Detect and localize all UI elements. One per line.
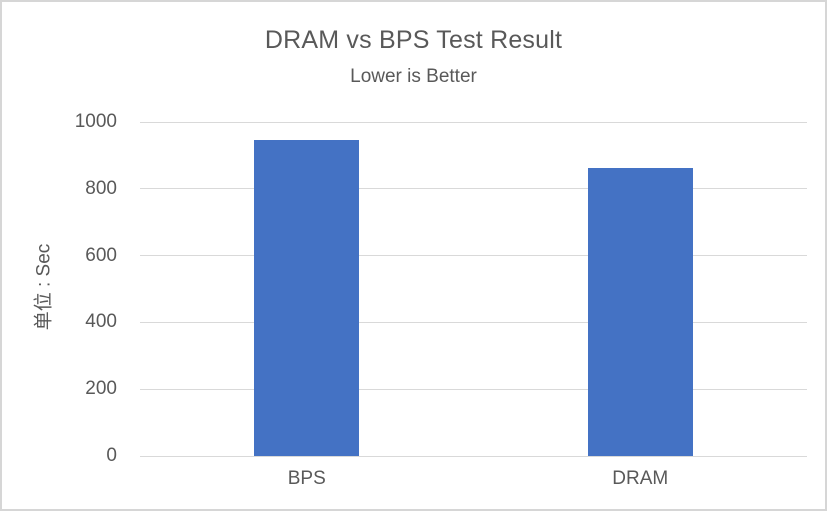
y-tick-label-0: 0 xyxy=(106,445,117,466)
plot-area xyxy=(140,121,807,457)
y-tick-label-600: 600 xyxy=(85,244,117,266)
category-label-dram: DRAM xyxy=(612,468,669,489)
gridline-y-400 xyxy=(140,321,807,323)
bar-dram xyxy=(587,167,693,456)
gridline-y-600 xyxy=(140,255,807,257)
gridline-y-800 xyxy=(140,188,807,190)
gridline-y-1000 xyxy=(140,121,807,123)
gridline-y-200 xyxy=(140,388,807,390)
chart-title: DRAM vs BPS Test Result xyxy=(264,26,563,54)
bar-bps xyxy=(254,140,360,456)
y-tick-label-400: 400 xyxy=(85,311,117,333)
category-label-bps: BPS xyxy=(287,468,326,489)
y-tick-label-200: 200 xyxy=(85,378,117,400)
gridline-y-0 xyxy=(140,455,807,457)
y-tick-label-800: 800 xyxy=(85,177,117,199)
y-tick-label-1000: 1000 xyxy=(74,111,117,132)
chart-subtitle: Lower is Better xyxy=(350,66,477,87)
